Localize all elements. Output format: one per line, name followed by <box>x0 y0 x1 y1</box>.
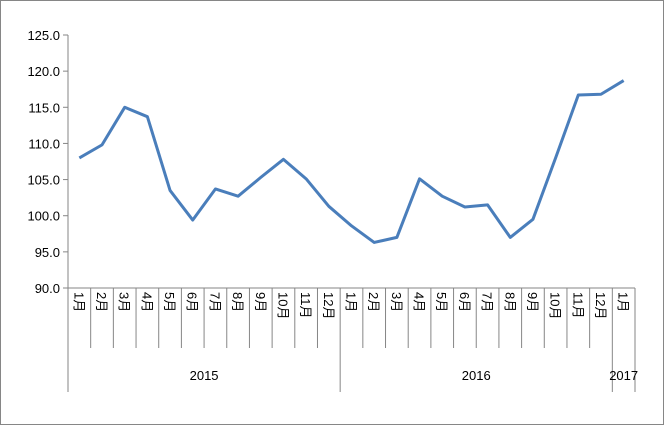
x-tick-label: 5月 <box>162 292 177 312</box>
y-tick-label: 95.0 <box>35 245 60 260</box>
x-tick-label: 3月 <box>117 292 132 312</box>
x-tick-label: 12月 <box>321 292 336 319</box>
x-tick-label: 6月 <box>185 292 200 312</box>
x-tick-label: 10月 <box>275 292 290 319</box>
y-tick-label: 110.0 <box>28 136 60 151</box>
x-tick-label: 9月 <box>525 292 540 312</box>
x-tick-label: 10月 <box>548 292 563 319</box>
y-tick-label: 105.0 <box>27 173 60 188</box>
x-tick-label: 4月 <box>412 292 427 312</box>
y-tick-label: 100.0 <box>27 209 60 224</box>
x-tick-label: 9月 <box>253 292 268 312</box>
x-tick-label: 12月 <box>593 292 608 319</box>
y-tick-label: 125.0 <box>27 28 60 43</box>
x-tick-label: 11月 <box>298 292 313 319</box>
x-tick-label: 4月 <box>139 292 154 312</box>
group-label: 2016 <box>462 368 491 383</box>
y-tick-label: 120.0 <box>27 64 60 79</box>
x-tick-label: 6月 <box>457 292 472 312</box>
x-tick-label: 7月 <box>480 292 495 312</box>
group-label: 2015 <box>190 368 219 383</box>
y-tick-label: 115.0 <box>28 100 60 115</box>
y-tick-label: 90.0 <box>35 281 60 296</box>
x-tick-label: 1月 <box>616 292 631 312</box>
line-series <box>78 79 625 244</box>
x-tick-label: 11月 <box>570 292 585 319</box>
group-label: 2017 <box>609 368 638 383</box>
x-tick-label: 2月 <box>94 292 109 312</box>
x-tick-label: 2月 <box>366 292 381 312</box>
x-tick-label: 3月 <box>389 292 404 312</box>
x-tick-label: 1月 <box>71 292 86 312</box>
x-tick-label: 8月 <box>230 292 245 312</box>
x-tick-label: 7月 <box>207 292 222 312</box>
x-tick-label: 1月 <box>344 292 359 312</box>
x-tick-label: 5月 <box>434 292 449 312</box>
x-tick-label: 8月 <box>502 292 517 312</box>
